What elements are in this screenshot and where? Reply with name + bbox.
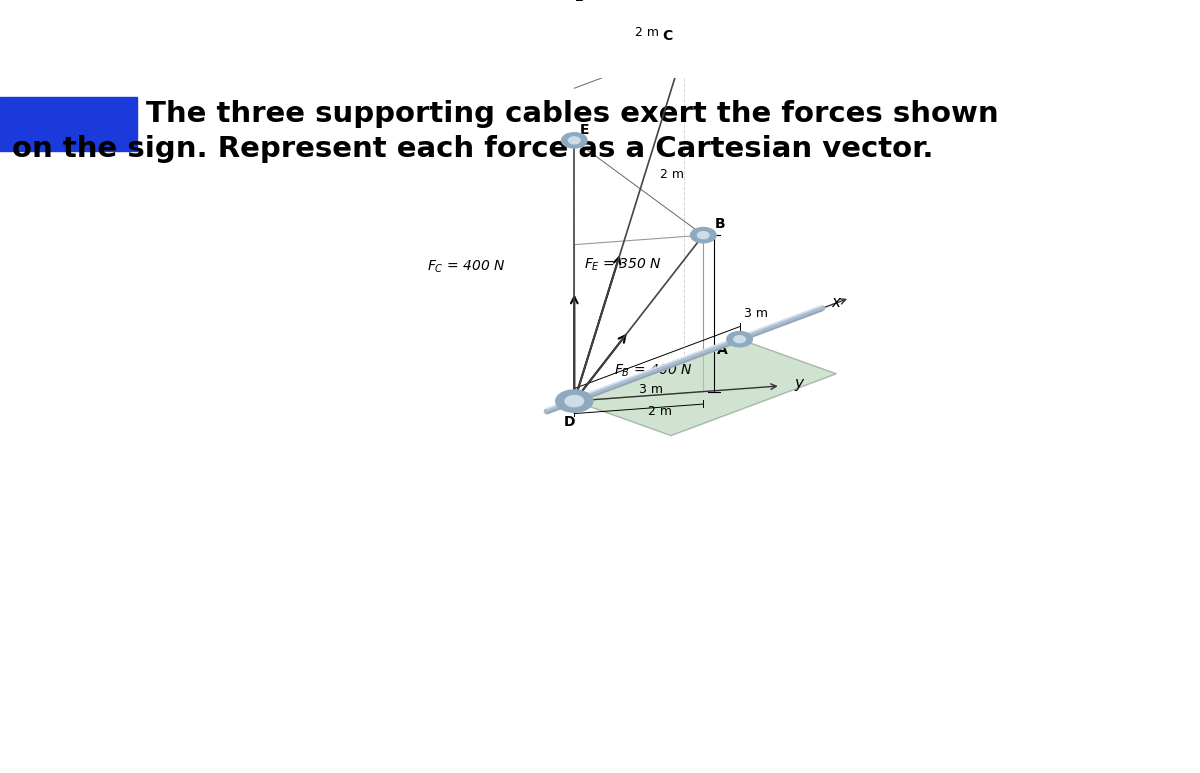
Text: The three supporting cables exert the forces shown: The three supporting cables exert the fo… [146, 100, 998, 128]
Circle shape [727, 332, 752, 347]
Text: 2 m: 2 m [660, 168, 684, 181]
Circle shape [733, 335, 745, 342]
Text: E: E [580, 123, 589, 137]
Text: 2 m: 2 m [648, 404, 672, 417]
Circle shape [562, 133, 587, 148]
Text: 3 m: 3 m [744, 307, 768, 320]
Text: C: C [662, 29, 673, 43]
Text: y: y [794, 376, 804, 391]
Circle shape [565, 396, 583, 407]
Text: $F_C$ = 400 N: $F_C$ = 400 N [427, 258, 506, 274]
Text: on the sign. Represent each force as a Cartesian vector.: on the sign. Represent each force as a C… [12, 135, 934, 163]
Circle shape [672, 39, 697, 55]
Text: $F_E$ = 350 N: $F_E$ = 350 N [583, 257, 661, 274]
Text: D: D [564, 415, 576, 429]
Bar [0, 97, 137, 151]
Circle shape [569, 137, 580, 144]
Text: 2 m: 2 m [635, 26, 659, 39]
Text: B: B [715, 217, 726, 231]
Circle shape [679, 43, 690, 50]
Text: $F_B$ = 400 N: $F_B$ = 400 N [613, 363, 692, 379]
Circle shape [697, 232, 709, 239]
Text: A: A [718, 342, 728, 356]
Text: x: x [832, 295, 840, 309]
Polygon shape [575, 339, 836, 436]
Circle shape [690, 227, 716, 243]
Text: z: z [575, 0, 583, 5]
Circle shape [556, 390, 593, 412]
Text: 3 m: 3 m [640, 383, 664, 396]
